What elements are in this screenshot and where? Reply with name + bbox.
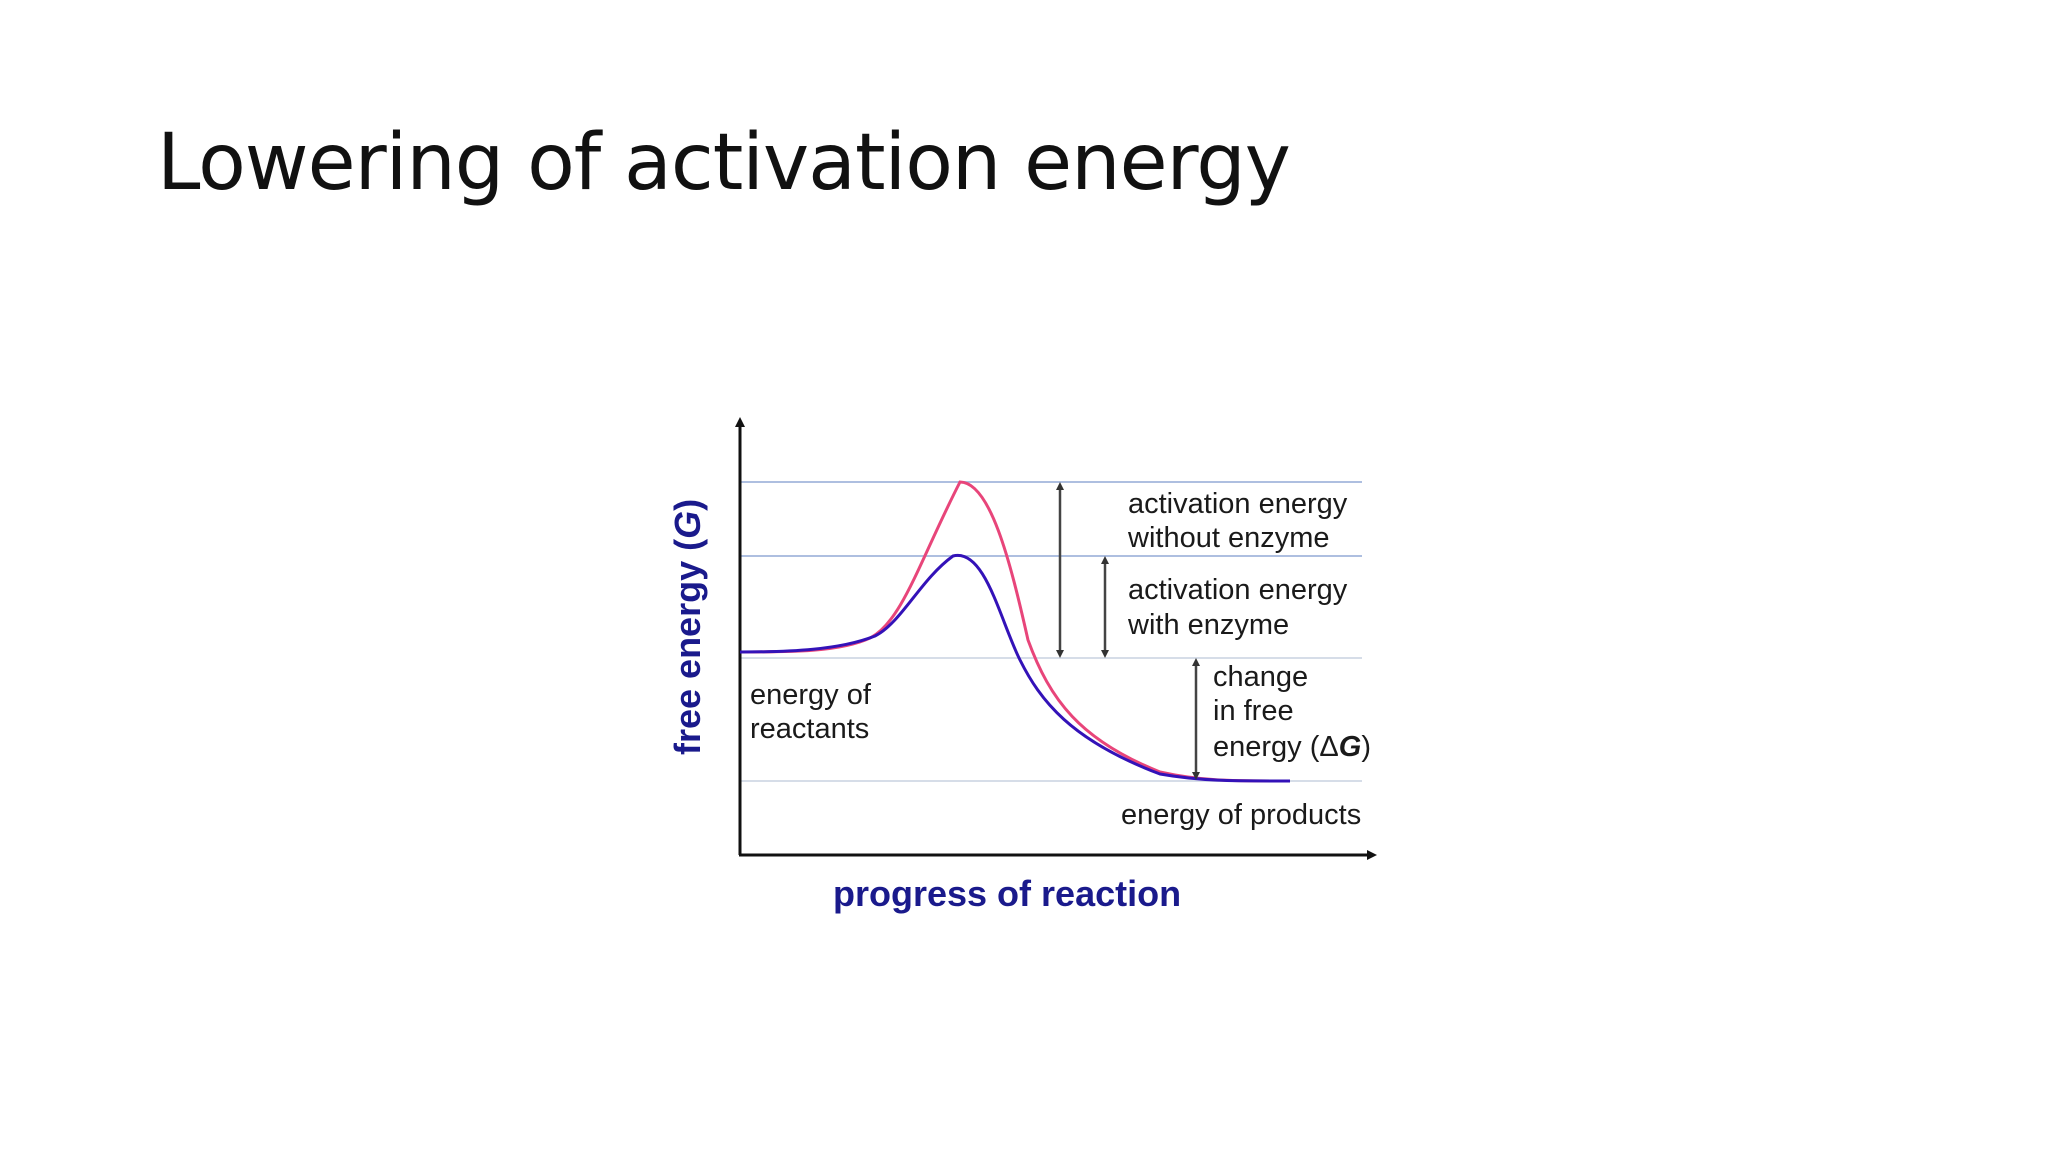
label-delta-g-line3: energy (ΔG)	[1213, 731, 1371, 763]
label-activation-with-line2: with enzyme	[1127, 609, 1289, 641]
curve-with-enzyme	[739, 554, 1291, 783]
label-activation-without-line2: without enzyme	[1127, 522, 1330, 554]
slide-title: Lowering of activation energy	[157, 118, 1291, 208]
y-axis-title-close: )	[667, 499, 708, 511]
label-delta-g-text: energy (	[1213, 731, 1320, 763]
label-delta-symbol: Δ	[1319, 731, 1338, 763]
label-delta-g-letter: G	[1339, 731, 1362, 763]
x-axis-title: progress of reaction	[833, 873, 1181, 914]
energy-diagram: activation energy without enzyme activat…	[640, 400, 1400, 940]
label-reactants-line1: energy of	[750, 679, 872, 711]
y-axis-title-symbol: G	[667, 511, 708, 539]
label-delta-g-line1: change	[1213, 661, 1308, 693]
y-axis-title: free energy (G)	[667, 499, 708, 755]
y-axis-title-main: free energy (	[667, 539, 708, 755]
label-delta-g-line2: in free	[1213, 695, 1294, 727]
label-reactants-line2: reactants	[750, 713, 869, 745]
label-delta-g-close: )	[1361, 731, 1371, 763]
label-activation-with-line1: activation energy	[1128, 574, 1348, 606]
label-activation-without-line1: activation energy	[1128, 488, 1348, 520]
label-products: energy of products	[1121, 799, 1361, 831]
